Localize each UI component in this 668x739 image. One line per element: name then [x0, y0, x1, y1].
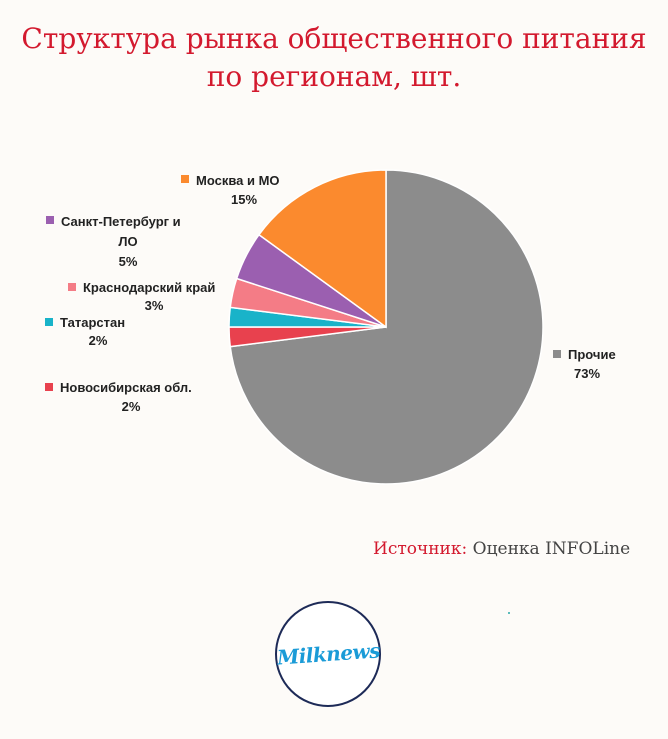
pie-slice-5 [257, 169, 387, 329]
data-label-3: 3% [145, 298, 164, 313]
legend-swatch-1 [45, 383, 53, 391]
pie-slices [228, 169, 544, 485]
source-label: Источник: [373, 539, 468, 559]
chart-title-line-1: Структура рынка общественного питания [21, 22, 647, 55]
legend-swatch-0 [553, 350, 561, 358]
legend-label-3: Краснодарский край [83, 280, 215, 295]
decorative-dot [508, 612, 510, 614]
source-note: Источник: Оценка INFOLine [373, 539, 630, 559]
legend-label-5: Москва и МО [196, 173, 280, 188]
legend-label-1: Новосибирская обл. [60, 380, 192, 395]
legend-swatch-5 [181, 175, 189, 183]
data-label-5: 15% [231, 192, 257, 207]
legend-label-4-line-2: ЛО [118, 234, 137, 249]
legend-label-4-line-1: Санкт-Петербург и [61, 214, 181, 229]
source-value: Оценка INFOLine [472, 539, 631, 559]
legend-label-0: Прочие [568, 347, 616, 362]
logo-text: Milknews [275, 638, 381, 670]
data-label-2: 2% [89, 333, 108, 348]
legend-swatch-3 [68, 283, 76, 291]
pie-legend: Прочие 73% Новосибирская обл. 2% Татарстан 2%… [45, 173, 616, 414]
legend-swatch-4 [46, 216, 54, 224]
chart-title: Структура рынка общественного питания по… [0, 20, 668, 96]
legend-label-2: Татарстан [60, 315, 125, 330]
data-label-1: 2% [122, 399, 141, 414]
legend-swatch-2 [45, 318, 53, 326]
data-label-4: 5% [119, 254, 138, 269]
data-label-0: 73% [574, 366, 600, 381]
milknews-logo: Milknews [275, 601, 381, 707]
chart-title-line-2: по регионам, шт. [206, 60, 462, 93]
